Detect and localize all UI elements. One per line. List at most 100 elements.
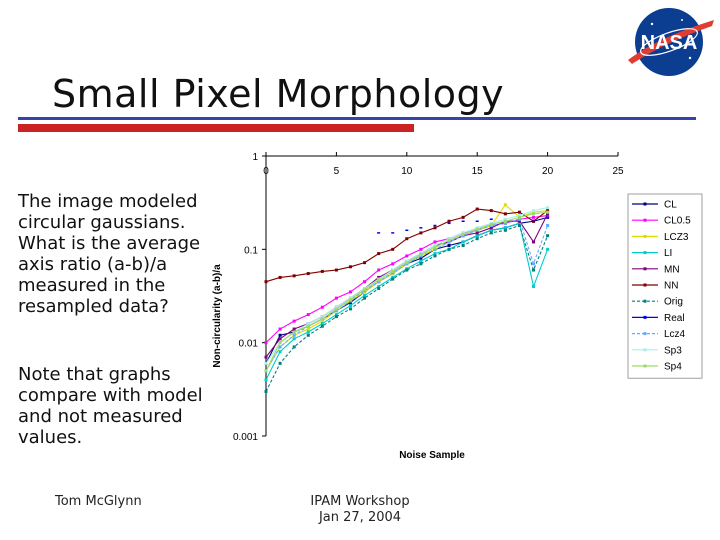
data-point	[334, 268, 338, 272]
data-point	[532, 284, 536, 288]
data-point	[489, 228, 493, 232]
data-point	[532, 268, 536, 272]
data-point	[292, 274, 296, 278]
data-point	[447, 243, 451, 247]
data-point	[489, 209, 493, 213]
y-tick-label: 0.1	[244, 245, 258, 256]
x-axis-label: Noise Sample	[399, 450, 465, 461]
x-tick-label: 0	[263, 166, 269, 177]
data-point	[433, 254, 437, 258]
nasa-meatball-icon: NASA	[628, 8, 714, 76]
legend-label: Lcz4	[664, 329, 686, 340]
data-point	[363, 294, 367, 298]
data-point	[546, 206, 550, 210]
data-point	[391, 262, 395, 266]
data-point	[532, 240, 536, 244]
data-point	[503, 228, 507, 232]
data-point	[489, 226, 493, 230]
data-point	[517, 215, 521, 219]
x-tick-label: 20	[542, 166, 554, 177]
data-point	[447, 238, 451, 242]
data-point	[433, 252, 437, 256]
data-point	[419, 262, 423, 266]
data-point	[348, 307, 352, 311]
data-point	[278, 327, 282, 331]
data-point	[278, 337, 282, 341]
data-point	[306, 324, 310, 328]
data-point	[377, 278, 381, 282]
data-point	[320, 305, 324, 309]
data-point	[461, 215, 465, 219]
data-point	[348, 304, 352, 308]
accent-rule	[18, 124, 414, 132]
data-point	[320, 269, 324, 273]
data-point	[461, 232, 465, 236]
data-point	[306, 313, 310, 317]
data-point	[405, 259, 409, 263]
data-point	[405, 261, 409, 265]
data-point	[405, 237, 409, 241]
data-point	[532, 209, 536, 213]
data-point	[264, 361, 268, 365]
data-point	[377, 275, 381, 279]
legend-marker	[643, 315, 647, 319]
data-point	[433, 226, 437, 230]
data-point	[489, 231, 493, 235]
data-point	[320, 315, 324, 319]
data-point	[278, 333, 282, 337]
data-point	[278, 350, 282, 354]
legend-label: LCZ3	[664, 232, 689, 243]
data-point	[517, 224, 521, 228]
data-point	[292, 319, 296, 323]
data-point	[433, 247, 437, 251]
data-point	[264, 280, 268, 284]
data-point	[348, 265, 352, 269]
data-point	[320, 319, 324, 323]
data-point	[546, 224, 550, 228]
data-point	[292, 345, 296, 349]
data-point	[377, 280, 381, 284]
data-point	[447, 240, 451, 244]
legend-label: Sp4	[664, 362, 682, 373]
data-point	[391, 275, 395, 279]
legend-label: NN	[664, 281, 678, 292]
legend-marker	[643, 218, 647, 222]
data-point	[391, 277, 395, 281]
data-point	[348, 290, 352, 294]
data-point	[306, 333, 310, 337]
data-point	[419, 256, 423, 260]
data-point	[264, 341, 268, 345]
data-point	[320, 324, 324, 328]
legend-label: MN	[664, 264, 680, 275]
data-point	[334, 296, 338, 300]
legend-box	[627, 193, 703, 379]
data-point	[306, 272, 310, 276]
data-point	[461, 240, 465, 244]
data-point	[433, 245, 437, 249]
slide-title: Small Pixel Morphology	[52, 72, 505, 116]
series-line-LI	[265, 222, 549, 381]
data-point	[292, 337, 296, 341]
legend-marker	[643, 267, 647, 271]
data-point	[517, 210, 521, 214]
data-point	[532, 262, 536, 266]
data-point	[334, 307, 338, 311]
nasa-logo-text: NASA	[641, 32, 698, 54]
data-point	[447, 237, 451, 241]
data-point	[461, 243, 465, 247]
footer-author: Tom McGlynn	[55, 494, 142, 509]
data-point	[278, 275, 282, 279]
x-tick-label: 15	[472, 166, 484, 177]
y-tick-label: 1	[252, 152, 258, 163]
data-point	[546, 214, 550, 218]
data-point	[306, 322, 310, 326]
data-point	[489, 222, 493, 226]
nasa-logo: NASA	[622, 2, 718, 82]
data-point	[532, 210, 536, 214]
series-line-Sp4	[265, 211, 548, 372]
data-point	[334, 309, 338, 313]
footer-event-date: Jan 27, 2004	[318, 510, 402, 525]
data-point	[503, 212, 507, 216]
data-point	[334, 305, 338, 309]
data-point	[292, 327, 296, 331]
